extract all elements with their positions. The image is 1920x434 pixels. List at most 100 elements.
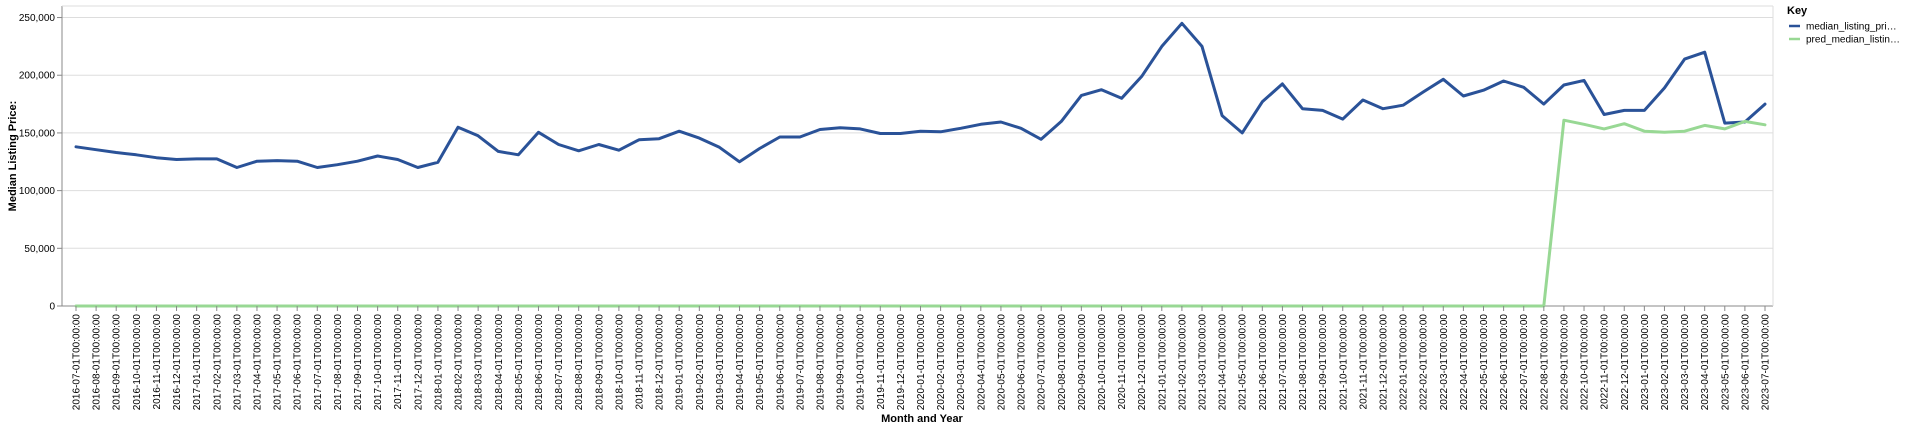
x-tick-label: 2017-07-01T00:00:00 (313, 314, 324, 411)
x-tick-label: 2020-05-01T00:00:00 (996, 314, 1007, 411)
x-tick-label: 2018-04-01T00:00:00 (494, 314, 505, 411)
x-tick-label: 2022-12-01T00:00:00 (1620, 314, 1631, 411)
y-tick-label: 0 (49, 302, 55, 313)
x-tick-label: 2022-07-01T00:00:00 (1519, 314, 1530, 411)
x-tick-label: 2020-03-01T00:00:00 (956, 314, 967, 411)
legend-label: pred_median_listin… (1806, 35, 1900, 46)
x-tick-label: 2022-05-01T00:00:00 (1479, 314, 1490, 411)
x-tick-label: 2019-11-01T00:00:00 (876, 314, 887, 410)
x-tick-label: 2018-08-01T00:00:00 (574, 314, 585, 411)
x-tick-label: 2018-10-01T00:00:00 (614, 314, 625, 411)
x-tick-label: 2019-03-01T00:00:00 (715, 314, 726, 411)
x-tick-label: 2018-03-01T00:00:00 (474, 314, 485, 411)
x-tick-label: 2018-05-01T00:00:00 (514, 314, 525, 411)
x-tick-label: 2018-07-01T00:00:00 (554, 314, 565, 411)
x-tick-label: 2019-07-01T00:00:00 (795, 314, 806, 411)
y-tick-labels: 0 50,000 100,000 150,000 200,000 250,000 (19, 13, 62, 313)
x-tick-label: 2021-10-01T00:00:00 (1338, 314, 1349, 411)
x-tick-label: 2021-07-01T00:00:00 (1278, 314, 1289, 411)
x-tick-label: 2022-03-01T00:00:00 (1439, 314, 1450, 411)
y-tick-label: 50,000 (24, 244, 55, 255)
x-tick-label: 2023-06-01T00:00:00 (1740, 314, 1751, 411)
x-tick-label: 2022-10-01T00:00:00 (1580, 314, 1591, 411)
y-tick-label: 250,000 (19, 13, 56, 24)
legend: Key median_listing_pri… pred_median_listi… (1787, 5, 1900, 46)
x-tick-label: 2021-05-01T00:00:00 (1238, 314, 1249, 411)
x-tick-label: 2019-09-01T00:00:00 (836, 314, 847, 411)
x-tick-label: 2020-06-01T00:00:00 (1017, 314, 1028, 411)
x-tick-label: 2020-12-01T00:00:00 (1137, 314, 1148, 411)
x-tick-label: 2022-08-01T00:00:00 (1539, 314, 1550, 411)
x-tick-label: 2020-01-01T00:00:00 (916, 314, 927, 411)
x-tick-label: 2018-12-01T00:00:00 (655, 314, 666, 411)
x-tick-label: 2018-01-01T00:00:00 (433, 314, 444, 411)
x-tick-label: 2020-10-01T00:00:00 (1097, 314, 1108, 411)
x-tick-label: 2023-02-01T00:00:00 (1660, 314, 1671, 411)
x-tick-label: 2017-09-01T00:00:00 (353, 314, 364, 411)
x-tick-label: 2017-10-01T00:00:00 (373, 314, 384, 411)
axes (61, 5, 1774, 307)
x-tick-label: 2021-12-01T00:00:00 (1378, 314, 1389, 411)
x-tick-label: 2019-12-01T00:00:00 (896, 314, 907, 411)
x-tick-label: 2018-02-01T00:00:00 (454, 314, 465, 411)
x-tick-label: 2021-04-01T00:00:00 (1218, 314, 1229, 411)
x-tick-label: 2017-04-01T00:00:00 (252, 314, 263, 411)
x-tick-label: 2017-03-01T00:00:00 (232, 314, 243, 411)
x-tick-label: 2017-05-01T00:00:00 (273, 314, 284, 411)
x-tick-label: 2019-04-01T00:00:00 (735, 314, 746, 411)
x-tick-labels: 2016-07-01T00:00:00 2016-08-01T00:00:00 20… (72, 306, 1772, 410)
x-tick-label: 2017-06-01T00:00:00 (293, 314, 304, 411)
x-tick-label: 2019-01-01T00:00:00 (675, 314, 686, 411)
x-tick-label: 2019-08-01T00:00:00 (815, 314, 826, 411)
x-axis-title: Month and Year (881, 413, 963, 425)
x-tick-label: 2017-12-01T00:00:00 (413, 314, 424, 411)
x-tick-label: 2016-08-01T00:00:00 (92, 314, 103, 411)
x-tick-label: 2022-04-01T00:00:00 (1459, 314, 1470, 411)
x-tick-label: 2022-11-01T00:00:00 (1600, 314, 1611, 410)
x-tick-label: 2023-07-01T00:00:00 (1761, 314, 1772, 411)
y-tick-label: 150,000 (19, 128, 56, 139)
x-tick-label: 2023-05-01T00:00:00 (1720, 314, 1731, 411)
x-tick-label: 2020-11-01T00:00:00 (1117, 314, 1128, 410)
x-tick-label: 2018-06-01T00:00:00 (534, 314, 545, 411)
series-line-1 (74, 118, 1767, 308)
x-tick-label: 2020-08-01T00:00:00 (1057, 314, 1068, 411)
x-tick-label: 2021-11-01T00:00:00 (1358, 314, 1369, 410)
x-tick-label: 2020-04-01T00:00:00 (976, 314, 987, 411)
x-tick-label: 2016-12-01T00:00:00 (172, 314, 183, 411)
y-tick-label: 100,000 (19, 186, 56, 197)
legend-title: Key (1787, 5, 1808, 17)
x-tick-label: 2021-02-01T00:00:00 (1177, 314, 1188, 411)
x-tick-label: 2020-02-01T00:00:00 (936, 314, 947, 411)
x-tick-label: 2020-09-01T00:00:00 (1077, 314, 1088, 411)
x-tick-label: 2022-02-01T00:00:00 (1419, 314, 1430, 411)
grid (62, 17, 1773, 307)
x-tick-label: 2018-09-01T00:00:00 (594, 314, 605, 411)
x-tick-label: 2017-02-01T00:00:00 (212, 314, 223, 411)
x-tick-label: 2018-11-01T00:00:00 (635, 314, 646, 410)
x-tick-label: 2021-03-01T00:00:00 (1198, 314, 1209, 411)
x-tick-label: 2017-08-01T00:00:00 (333, 314, 344, 411)
y-axis-title: Median Listing Price: (7, 101, 19, 212)
legend-label: median_listing_pri… (1806, 22, 1897, 33)
legend-items: median_listing_pri… pred_median_listin… (1789, 22, 1900, 46)
x-tick-label: 2022-09-01T00:00:00 (1559, 314, 1570, 411)
x-tick-label: 2023-04-01T00:00:00 (1700, 314, 1711, 411)
series-lines (74, 21, 1767, 308)
x-tick-label: 2019-05-01T00:00:00 (755, 314, 766, 411)
y-tick-label: 200,000 (19, 71, 56, 82)
x-tick-label: 2016-11-01T00:00:00 (152, 314, 163, 410)
x-tick-label: 2020-07-01T00:00:00 (1037, 314, 1048, 411)
x-tick-label: 2017-11-01T00:00:00 (393, 314, 404, 410)
series-line-0 (74, 21, 1767, 169)
x-tick-label: 2022-01-01T00:00:00 (1399, 314, 1410, 411)
x-tick-label: 2023-03-01T00:00:00 (1680, 314, 1691, 411)
x-tick-label: 2021-09-01T00:00:00 (1318, 314, 1329, 411)
x-tick-label: 2021-06-01T00:00:00 (1258, 314, 1269, 411)
x-tick-label: 2019-02-01T00:00:00 (695, 314, 706, 411)
x-tick-label: 2016-09-01T00:00:00 (112, 314, 123, 411)
x-tick-label: 2021-01-01T00:00:00 (1157, 314, 1168, 411)
x-tick-label: 2021-08-01T00:00:00 (1298, 314, 1309, 411)
